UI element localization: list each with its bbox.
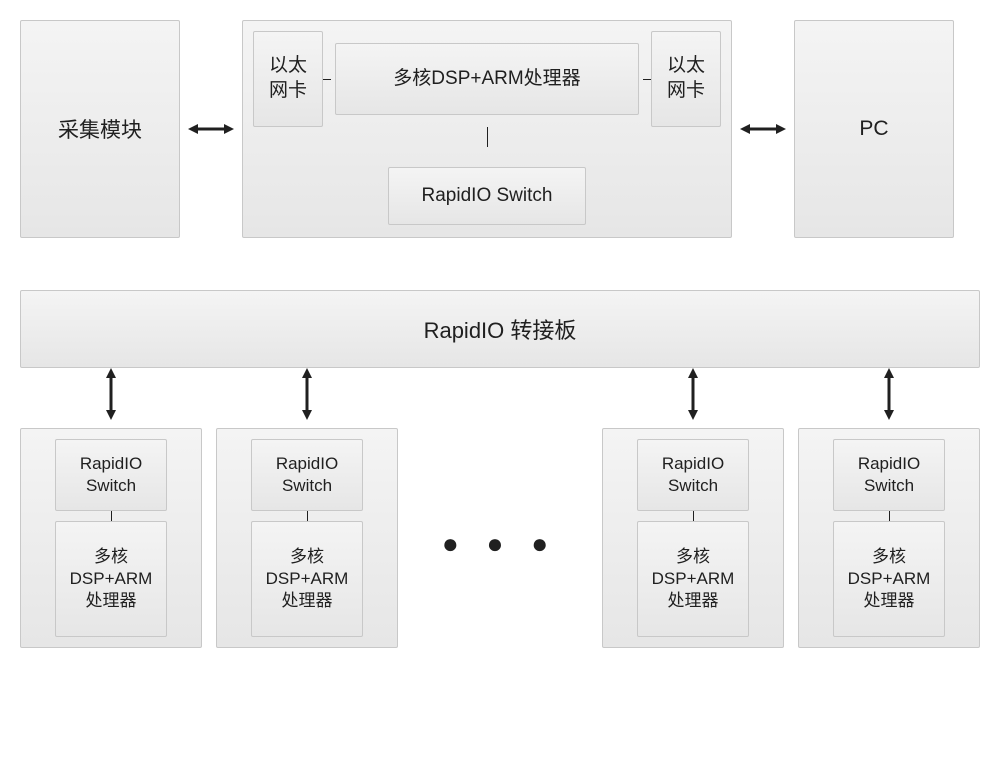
conn-sw-proc-2 <box>307 511 308 521</box>
arrow-acq-to-mid <box>188 119 234 139</box>
rapidio-switch-1-label: RapidIO Switch <box>80 453 142 497</box>
processor-label: 多核DSP+ARM处理器 <box>393 67 580 92</box>
bottom-row: RapidIO Switch 多核 DSP+ARM 处理器 RapidIO Sw… <box>20 428 980 648</box>
rapidio-switch-4-label: RapidIO Switch <box>858 453 920 497</box>
processor-2: 多核 DSP+ARM 处理器 <box>251 521 363 637</box>
arrow-v-4 <box>798 368 980 420</box>
rapidio-switch-2-label: RapidIO Switch <box>276 453 338 497</box>
ellipsis-dots: ● ● ● <box>412 428 588 560</box>
eth-card-left-label: 以太 网卡 <box>269 54 307 103</box>
proc-card-2: RapidIO Switch 多核 DSP+ARM 处理器 <box>216 428 398 648</box>
rapidio-adapter-bar: RapidIO 转接板 <box>20 290 980 368</box>
processor-3-label: 多核 DSP+ARM 处理器 <box>652 546 735 612</box>
arrow-v-1 <box>20 368 202 420</box>
processor-box: 多核DSP+ARM处理器 <box>335 43 639 115</box>
processor-3: 多核 DSP+ARM 处理器 <box>637 521 749 637</box>
arrow-mid-to-pc <box>740 119 786 139</box>
conn-eth-proc-l <box>323 79 331 80</box>
arrow-v-3 <box>602 368 784 420</box>
mid-top-row: 以太 网卡 多核DSP+ARM处理器 以太 网卡 <box>253 31 721 127</box>
conn-eth-proc-r <box>643 79 651 80</box>
processor-1: 多核 DSP+ARM 处理器 <box>55 521 167 637</box>
top-row: 采集模块 以太 网卡 多核DSP+ARM处理器 以太 网卡 RapidIO Sw… <box>20 20 980 238</box>
rapidio-switch-3: RapidIO Switch <box>637 439 749 511</box>
proc-card-4: RapidIO Switch 多核 DSP+ARM 处理器 <box>798 428 980 648</box>
processor-1-label: 多核 DSP+ARM 处理器 <box>70 546 153 612</box>
rapidio-switch-3-label: RapidIO Switch <box>662 453 724 497</box>
pc-label: PC <box>859 117 888 141</box>
rapidio-switch-mid-label: RapidIO Switch <box>422 184 553 209</box>
rapidio-adapter-label: RapidIO 转接板 <box>424 313 577 345</box>
proc-card-1: RapidIO Switch 多核 DSP+ARM 处理器 <box>20 428 202 648</box>
mid-panel: 以太 网卡 多核DSP+ARM处理器 以太 网卡 RapidIO Switch <box>242 20 732 238</box>
pc-box: PC <box>794 20 954 238</box>
eth-card-left: 以太 网卡 <box>253 31 323 127</box>
processor-4-label: 多核 DSP+ARM 处理器 <box>848 546 931 612</box>
conn-proc-switch <box>487 127 488 147</box>
ellipsis-label: ● ● ● <box>442 528 558 560</box>
arrow-spacer <box>412 368 588 420</box>
acquisition-module: 采集模块 <box>20 20 180 238</box>
acquisition-label: 采集模块 <box>58 114 142 144</box>
eth-card-right-label: 以太 网卡 <box>667 54 705 103</box>
rapidio-switch-1: RapidIO Switch <box>55 439 167 511</box>
conn-sw-proc-1 <box>111 511 112 521</box>
arrow-v-2 <box>216 368 398 420</box>
eth-card-right: 以太 网卡 <box>651 31 721 127</box>
proc-card-3: RapidIO Switch 多核 DSP+ARM 处理器 <box>602 428 784 648</box>
processor-4: 多核 DSP+ARM 处理器 <box>833 521 945 637</box>
conn-sw-proc-3 <box>693 511 694 521</box>
conn-sw-proc-4 <box>889 511 890 521</box>
rapidio-switch-4: RapidIO Switch <box>833 439 945 511</box>
rapidio-switch-2: RapidIO Switch <box>251 439 363 511</box>
processor-2-label: 多核 DSP+ARM 处理器 <box>266 546 349 612</box>
arrow-row <box>20 368 980 420</box>
rapidio-switch-mid: RapidIO Switch <box>388 167 586 225</box>
